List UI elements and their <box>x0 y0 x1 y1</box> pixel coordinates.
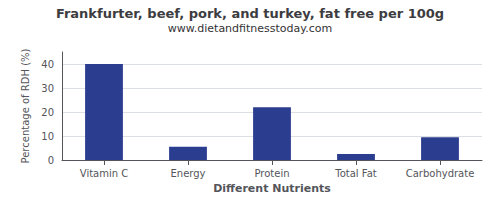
svg-text:Carbohydrate: Carbohydrate <box>406 168 475 179</box>
svg-text:Different Nutrients: Different Nutrients <box>213 182 331 195</box>
svg-text:20: 20 <box>41 107 54 118</box>
svg-text:Protein: Protein <box>254 168 289 179</box>
svg-text:30: 30 <box>41 83 54 94</box>
svg-text:10: 10 <box>41 131 54 142</box>
svg-text:Total Fat: Total Fat <box>334 168 376 179</box>
svg-text:Percentage of RDH (%): Percentage of RDH (%) <box>20 48 31 163</box>
svg-text:0: 0 <box>48 155 54 166</box>
svg-text:40: 40 <box>41 59 54 70</box>
svg-text:Vitamin C: Vitamin C <box>80 168 128 179</box>
svg-text:Energy: Energy <box>170 168 205 179</box>
svg-text:Frankfurter, beef, pork, and t: Frankfurter, beef, pork, and turkey, fat… <box>56 6 444 21</box>
svg-text:www.dietandfitnesstoday.com: www.dietandfitnesstoday.com <box>168 22 332 35</box>
